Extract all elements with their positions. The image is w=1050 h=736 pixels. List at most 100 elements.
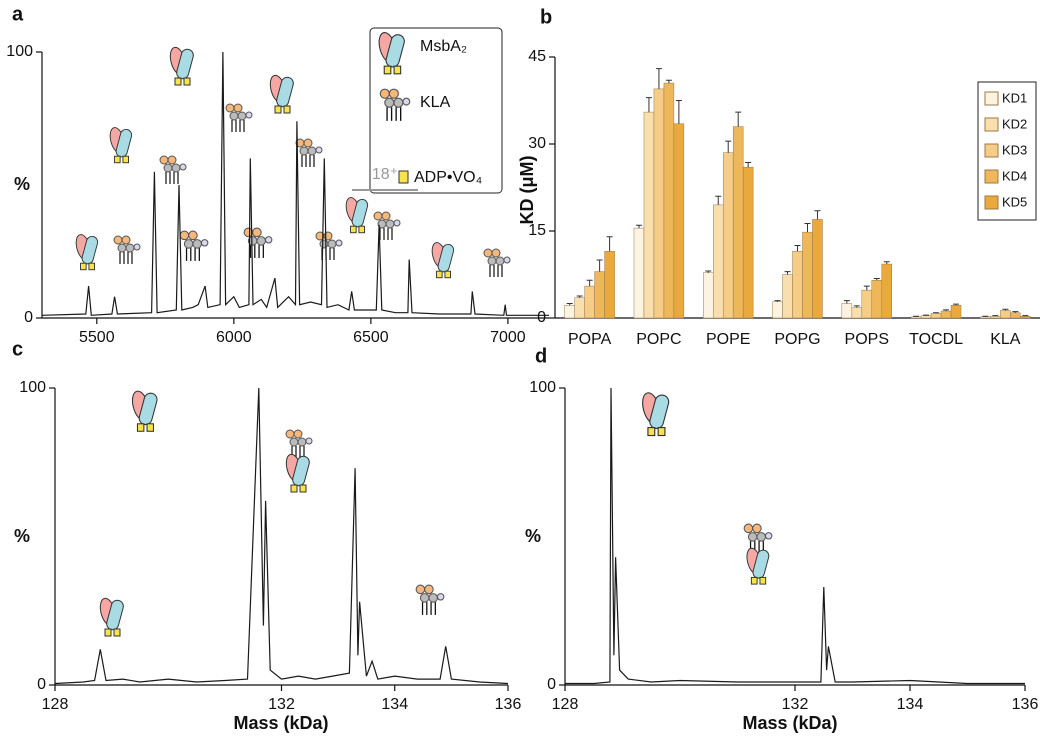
bar (930, 313, 942, 319)
error-bar (645, 97, 652, 113)
error-bar (715, 195, 722, 205)
x-tick-label: 134 (897, 696, 924, 713)
bar (1000, 310, 1011, 319)
error-bar (1012, 311, 1019, 313)
x-tick-label: 128 (42, 696, 69, 713)
bar (802, 231, 813, 319)
bar (673, 123, 685, 319)
legend-swatch (984, 143, 999, 158)
msba-icon (168, 45, 196, 86)
bar (722, 152, 734, 319)
y-tick-label: 100 (6, 43, 33, 60)
y-tick-label: 45 (528, 48, 546, 65)
bar (861, 289, 873, 319)
error-bar (1022, 315, 1029, 317)
legend-swatch (984, 169, 999, 184)
legend-label: KLA (420, 94, 451, 111)
x-tick-label: 6000 (216, 329, 252, 346)
y-tick-label: 30 (528, 135, 546, 152)
legend-label: KD3 (1002, 142, 1027, 157)
legend-label: KD4 (1002, 168, 1027, 183)
kla-icon (483, 248, 511, 278)
x-tick-label: TOCDL (909, 331, 963, 348)
bar (564, 304, 575, 319)
bar (980, 316, 991, 319)
bar (594, 271, 605, 319)
bar (871, 280, 883, 319)
error-bar (1002, 308, 1009, 311)
x-tick-label: 6500 (353, 329, 389, 346)
y-axis-label: KD (μM) (517, 156, 537, 225)
error-bar (804, 222, 811, 233)
x-tick-label: 132 (782, 696, 809, 713)
x-tick-label: KLA (990, 331, 1021, 348)
bar (732, 126, 744, 319)
y-axis-label: % (14, 174, 30, 194)
bar (703, 272, 714, 319)
y-tick-label: 0 (547, 676, 556, 693)
bar (742, 166, 754, 319)
error-bar (814, 210, 821, 220)
y-axis-label: % (14, 526, 30, 546)
spectrum-line (54, 387, 509, 685)
x-axis-label: Mass (kDa) (233, 713, 328, 733)
error-bar (923, 314, 930, 316)
panel-a-legend (369, 27, 503, 194)
error-bar (953, 303, 960, 306)
bar (663, 82, 675, 319)
error-bar (883, 261, 890, 265)
x-tick-label: 136 (1012, 696, 1039, 713)
bar (712, 204, 724, 319)
y-tick-label: 15 (528, 222, 546, 239)
msba-icon (640, 390, 671, 437)
spectrum-line (565, 387, 1025, 685)
bar (881, 263, 892, 319)
bar (1020, 316, 1031, 319)
x-axis-label: Mass (kDa) (742, 713, 837, 733)
error-bar (725, 140, 732, 153)
legend-label: KD2 (1002, 116, 1027, 131)
msba-icon (130, 388, 160, 432)
legend-label: ADP•VO₄ (414, 169, 482, 186)
legend-label: MsbA₂ (420, 38, 467, 55)
bar (792, 251, 803, 319)
error-bar (655, 68, 662, 89)
kla-icon (285, 429, 313, 459)
bar (940, 310, 952, 319)
x-tick-label: 136 (495, 696, 522, 713)
bar (574, 297, 585, 319)
legend-swatch (984, 195, 999, 210)
error-bar (863, 285, 870, 291)
kla-icon (225, 103, 253, 133)
error-bar (745, 162, 752, 168)
error-bar (992, 315, 999, 317)
panel-label: d (535, 345, 547, 367)
panel-label: b (540, 6, 552, 28)
bar (643, 111, 655, 319)
error-bar (982, 315, 989, 317)
error-bar (635, 224, 642, 229)
spectrum-line (41, 51, 549, 316)
legend-label: KD1 (1002, 90, 1027, 105)
x-tick-label: 134 (381, 696, 408, 713)
bar (990, 316, 1001, 319)
panel-label: a (12, 3, 24, 25)
x-tick-label: POPA (568, 331, 612, 348)
error-bar (665, 79, 672, 84)
error-bar (843, 300, 850, 304)
y-axis-label: % (525, 526, 541, 546)
kla-icon (159, 155, 187, 185)
msba-icon (98, 596, 126, 637)
x-tick-label: POPC (636, 331, 681, 348)
bar (772, 301, 783, 319)
bar (841, 303, 853, 319)
kla-icon (315, 231, 343, 261)
legend-swatch (984, 117, 999, 132)
error-bar (735, 111, 742, 127)
kla-icon (743, 523, 773, 555)
kla-icon (379, 88, 411, 122)
legend-swatch (984, 91, 999, 106)
x-tick-label: POPG (774, 331, 820, 348)
adp-icon (398, 170, 409, 184)
